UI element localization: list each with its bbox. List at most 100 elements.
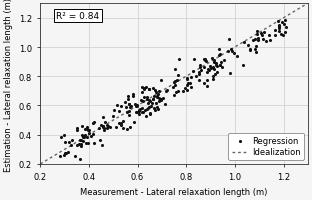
- Regression: [113, 126, 118, 129]
- Regression: [139, 98, 144, 102]
- Regression: [145, 107, 150, 110]
- Regression: [277, 27, 282, 30]
- Regression: [154, 106, 159, 109]
- Regression: [124, 111, 129, 114]
- Regression: [278, 33, 283, 37]
- Regression: [118, 121, 123, 125]
- Regression: [79, 142, 84, 146]
- Regression: [80, 136, 85, 139]
- Regression: [125, 97, 130, 101]
- Regression: [141, 96, 146, 99]
- Regression: [146, 87, 151, 91]
- Regression: [208, 67, 213, 70]
- Regression: [215, 71, 220, 75]
- Regression: [201, 58, 206, 61]
- Regression: [163, 103, 168, 106]
- Regression: [84, 142, 89, 145]
- Regression: [91, 120, 96, 124]
- Regression: [77, 157, 82, 160]
- Regression: [261, 38, 266, 41]
- Regression: [134, 111, 139, 114]
- Regression: [81, 135, 86, 138]
- Regression: [76, 142, 81, 146]
- Regression: [128, 126, 133, 129]
- Regression: [227, 38, 232, 41]
- Regression: [143, 109, 148, 112]
- Regression: [211, 61, 216, 64]
- Regression: [96, 127, 101, 130]
- Regression: [150, 87, 155, 91]
- Regression: [75, 128, 80, 132]
- Regression: [173, 84, 178, 87]
- Regression: [126, 103, 131, 106]
- Regression: [163, 90, 168, 94]
- Regression: [63, 141, 68, 144]
- Regression: [154, 96, 159, 99]
- Regression: [58, 154, 63, 157]
- Regression: [86, 132, 91, 135]
- Regression: [78, 145, 83, 148]
- Regression: [251, 39, 256, 42]
- Regression: [254, 51, 259, 54]
- Regression: [207, 69, 212, 72]
- Regression: [203, 60, 208, 64]
- Regression: [102, 127, 107, 130]
- Regression: [277, 30, 282, 33]
- Regression: [172, 94, 177, 97]
- Regression: [78, 139, 83, 142]
- Regression: [148, 99, 153, 103]
- Regression: [185, 77, 190, 80]
- Regression: [115, 104, 119, 107]
- Regression: [130, 95, 135, 98]
- Regression: [208, 65, 213, 68]
- Regression: [155, 93, 160, 96]
- Regression: [185, 84, 190, 88]
- Regression: [80, 125, 85, 128]
- Regression: [102, 129, 107, 132]
- Regression: [62, 154, 67, 157]
- Regression: [140, 107, 145, 110]
- Regression: [164, 89, 169, 92]
- Regression: [140, 111, 145, 115]
- Regression: [217, 64, 222, 67]
- Regression: [217, 64, 222, 68]
- Regression: [214, 65, 219, 68]
- Regression: [63, 152, 68, 155]
- Regression: [267, 39, 272, 42]
- Regression: [78, 139, 83, 142]
- Regression: [73, 155, 78, 158]
- Regression: [82, 135, 87, 139]
- Regression: [122, 101, 127, 104]
- Regression: [85, 141, 90, 144]
- Regression: [153, 89, 158, 92]
- Regression: [216, 54, 221, 57]
- Regression: [146, 99, 151, 102]
- Regression: [146, 106, 151, 109]
- Regression: [125, 128, 130, 131]
- Regression: [156, 100, 161, 103]
- Regression: [131, 93, 136, 96]
- Regression: [229, 50, 234, 54]
- Regression: [211, 59, 216, 62]
- Regression: [85, 126, 90, 129]
- Regression: [66, 151, 71, 154]
- Regression: [99, 144, 104, 147]
- Regression: [141, 87, 146, 90]
- Regression: [263, 40, 268, 43]
- Regression: [190, 70, 195, 73]
- Regression: [132, 121, 137, 124]
- Regression: [254, 30, 259, 33]
- Regression: [220, 66, 225, 70]
- Regression: [136, 113, 141, 116]
- Regression: [84, 128, 89, 131]
- Regression: [107, 126, 112, 129]
- Regression: [284, 26, 289, 29]
- Regression: [213, 64, 218, 67]
- Regression: [185, 89, 190, 93]
- Regression: [229, 49, 234, 52]
- Regression: [197, 73, 202, 76]
- Regression: [272, 35, 277, 38]
- Regression: [116, 110, 121, 113]
- Regression: [204, 71, 209, 74]
- Regression: [150, 98, 155, 101]
